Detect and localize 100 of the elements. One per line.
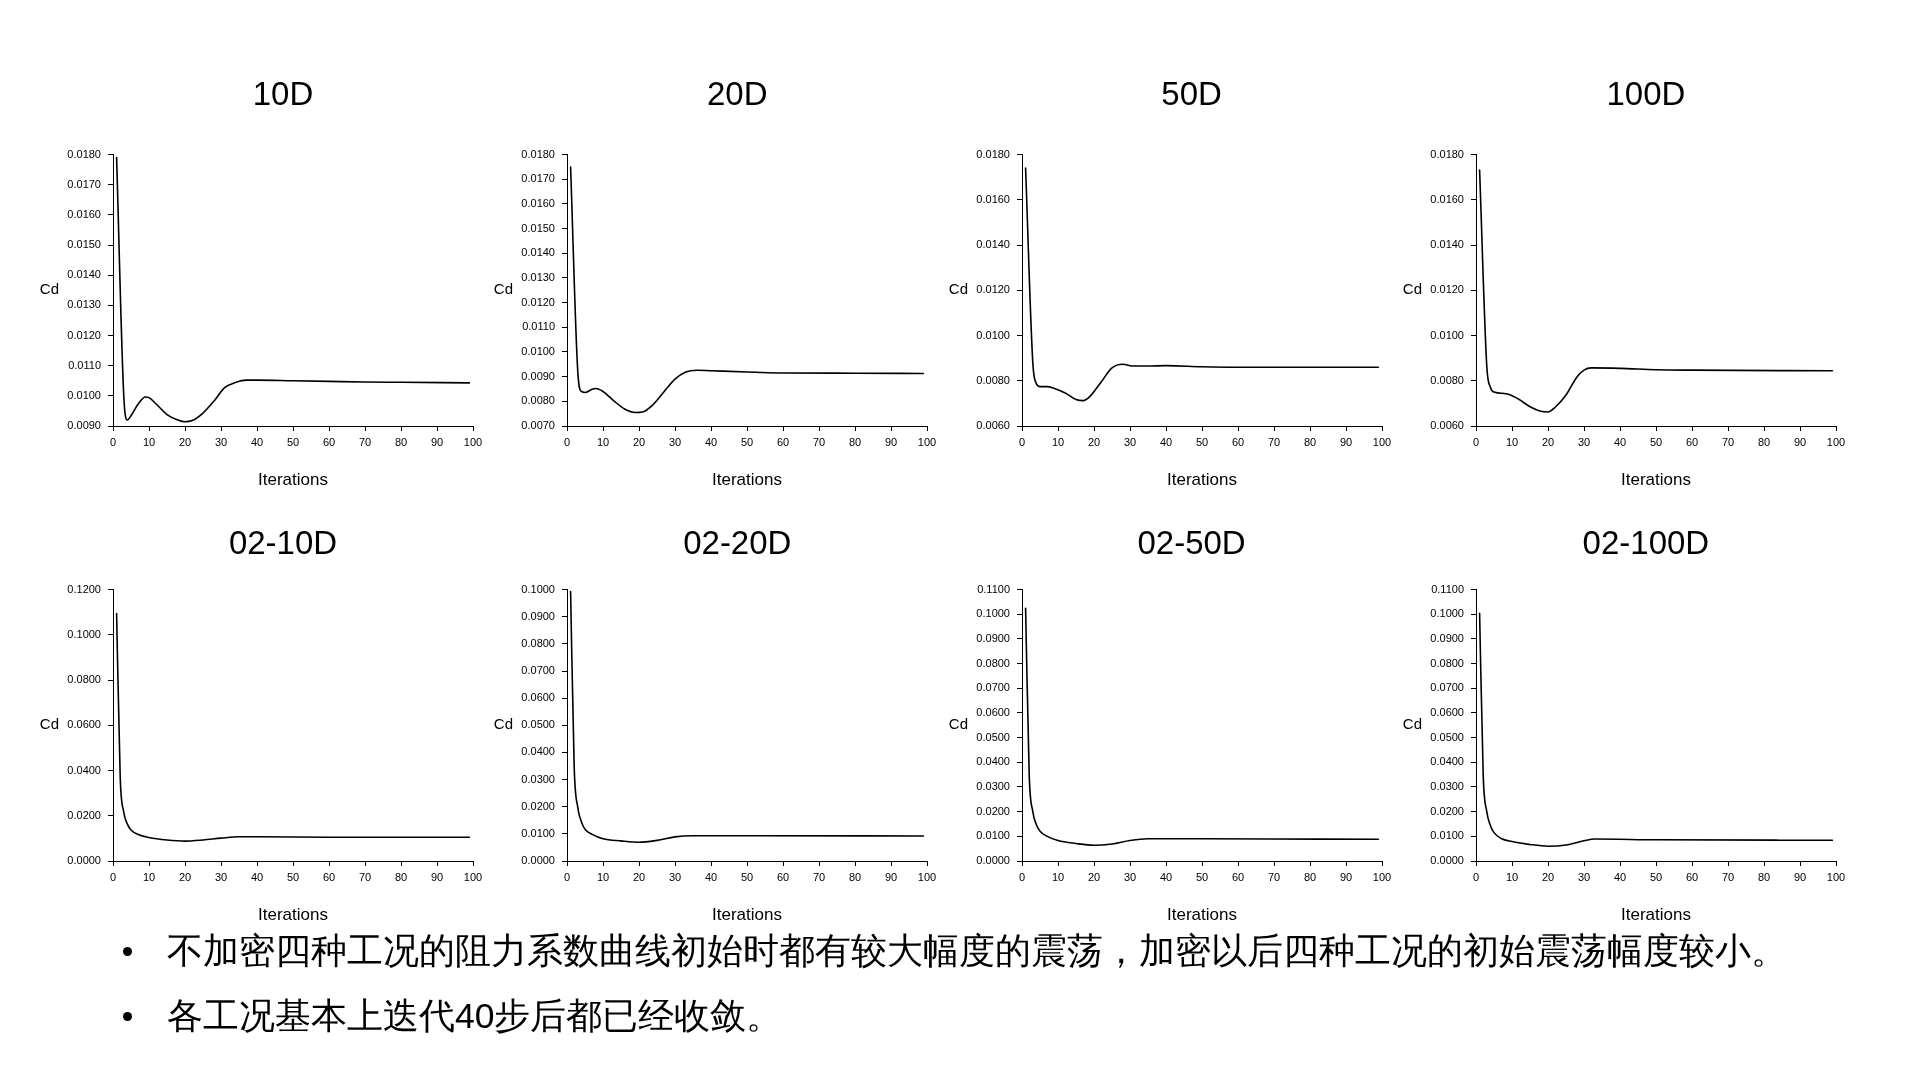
x-axis-title: Iterations: [1166, 470, 1237, 490]
x-tick-label: 80: [1303, 435, 1316, 448]
chart-title: 100D: [1606, 75, 1686, 112]
x-tick-label: 50: [1195, 435, 1208, 448]
line-series: [570, 166, 925, 414]
y-tick-label: 0.0160: [67, 207, 101, 220]
chart-title: 50D: [1161, 75, 1222, 112]
x-tick-label: 20: [633, 435, 646, 448]
y-axis-title: Cd: [948, 280, 968, 298]
y-tick-label: 0.0300: [521, 772, 556, 785]
x-tick-label: 80: [1757, 870, 1771, 883]
y-tick-label: 0.0160: [975, 192, 1010, 205]
x-tick-label: 50: [286, 435, 300, 448]
y-tick-label: 0.1000: [1430, 607, 1464, 620]
x-tick-label: 100: [918, 435, 937, 448]
line-series: [1478, 612, 1834, 847]
y-tick-label: 0.0300: [975, 780, 1010, 793]
y-tick-label: 0.0120: [1430, 283, 1464, 296]
x-tick-label: 0: [109, 435, 117, 448]
y-tick-label: 0.0400: [67, 763, 101, 776]
x-tick-label: 30: [1577, 435, 1591, 448]
x-tick-label: 70: [1721, 435, 1735, 448]
y-tick-label: 0.0180: [1430, 147, 1464, 160]
y-axis-title: Cd: [1402, 280, 1422, 298]
y-tick-label: 0.0100: [1430, 829, 1464, 842]
x-tick-label: 80: [849, 870, 862, 883]
y-tick-label: 0.0100: [1430, 328, 1464, 341]
chart-title: 10D: [252, 75, 314, 112]
y-tick-label: 0.0900: [1430, 631, 1464, 644]
x-tick-label: 60: [777, 870, 790, 883]
x-tick-label: 20: [633, 870, 646, 883]
y-tick-label: 0.1000: [67, 627, 101, 640]
y-tick-label: 0.0080: [975, 373, 1010, 386]
x-tick-label: 10: [142, 435, 156, 448]
x-tick-label: 20: [178, 870, 192, 883]
y-tick-label: 0.1200: [67, 582, 101, 595]
x-tick-label: 80: [1757, 435, 1771, 448]
y-tick-label: 0.0100: [67, 388, 101, 401]
x-tick-label: 60: [322, 870, 336, 883]
y-tick-label: 0.0180: [521, 147, 556, 160]
x-tick-label: 20: [1541, 435, 1555, 448]
y-axis-title: Cd: [39, 280, 59, 298]
y-tick-label: 0.0400: [521, 745, 556, 758]
y-tick-label: 0.0170: [521, 172, 556, 185]
x-tick-label: 50: [741, 435, 754, 448]
y-tick-label: 0.0000: [1430, 854, 1464, 867]
x-axis-title: Iterations: [258, 470, 328, 490]
x-tick-label: 90: [1339, 870, 1352, 883]
y-tick-label: 0.0200: [1430, 804, 1464, 817]
y-tick-label: 0.0150: [521, 221, 556, 234]
y-tick-label: 0.0140: [1430, 238, 1464, 251]
chart-title: 20D: [707, 75, 768, 112]
x-tick-label: 70: [1267, 870, 1280, 883]
y-tick-label: 0.0180: [975, 147, 1010, 160]
x-tick-label: 10: [1505, 870, 1519, 883]
y-tick-label: 0.0200: [521, 799, 556, 812]
x-tick-label: 100: [1372, 435, 1391, 448]
y-tick-label: 0.0600: [1430, 705, 1464, 718]
y-tick-label: 0.0110: [522, 320, 556, 333]
x-axis-title: Iterations: [712, 905, 783, 925]
x-tick-label: 30: [1123, 870, 1136, 883]
y-tick-label: 0.0600: [975, 705, 1010, 718]
x-tick-label: 90: [1793, 870, 1807, 883]
y-tick-label: 0.1000: [521, 582, 556, 595]
y-axis-title: Cd: [1402, 715, 1422, 733]
x-tick-label: 20: [1087, 870, 1100, 883]
y-tick-label: 0.0000: [975, 854, 1010, 867]
line-series: [570, 590, 925, 844]
y-tick-label: 0.0900: [975, 631, 1010, 644]
y-axis-title: Cd: [494, 715, 514, 733]
x-tick-label: 0: [564, 435, 571, 448]
y-tick-label: 0.0200: [67, 808, 101, 821]
x-tick-label: 40: [250, 435, 264, 448]
x-tick-label: 10: [597, 870, 610, 883]
x-tick-label: 60: [1231, 870, 1244, 883]
x-tick-label: 70: [358, 435, 372, 448]
y-tick-label: 0.0170: [67, 177, 101, 190]
y-axis-title: Cd: [39, 715, 59, 733]
x-tick-label: 60: [1685, 435, 1699, 448]
x-tick-label: 40: [705, 870, 718, 883]
x-tick-label: 40: [705, 435, 718, 448]
x-tick-label: 70: [1267, 435, 1280, 448]
y-tick-label: 0.0140: [67, 268, 101, 281]
y-tick-label: 0.0060: [975, 419, 1010, 432]
x-tick-label: 90: [1793, 435, 1807, 448]
y-tick-label: 0.0130: [67, 298, 101, 311]
y-tick-label: 0.0500: [1430, 730, 1464, 743]
x-tick-label: 0: [1472, 435, 1479, 448]
x-tick-label: 90: [430, 435, 444, 448]
y-tick-label: 0.0800: [67, 673, 101, 686]
chart-title: 02-10D: [228, 524, 338, 561]
line-series: [115, 612, 471, 842]
y-tick-label: 0.0140: [975, 238, 1010, 251]
y-tick-label: 0.0700: [521, 664, 556, 677]
y-tick-label: 0.0700: [1430, 681, 1464, 694]
y-tick-label: 0.0080: [1430, 373, 1464, 386]
y-tick-label: 0.0120: [521, 295, 556, 308]
x-tick-label: 10: [1051, 435, 1064, 448]
x-tick-label: 80: [1303, 870, 1316, 883]
y-tick-label: 0.0900: [521, 609, 556, 622]
